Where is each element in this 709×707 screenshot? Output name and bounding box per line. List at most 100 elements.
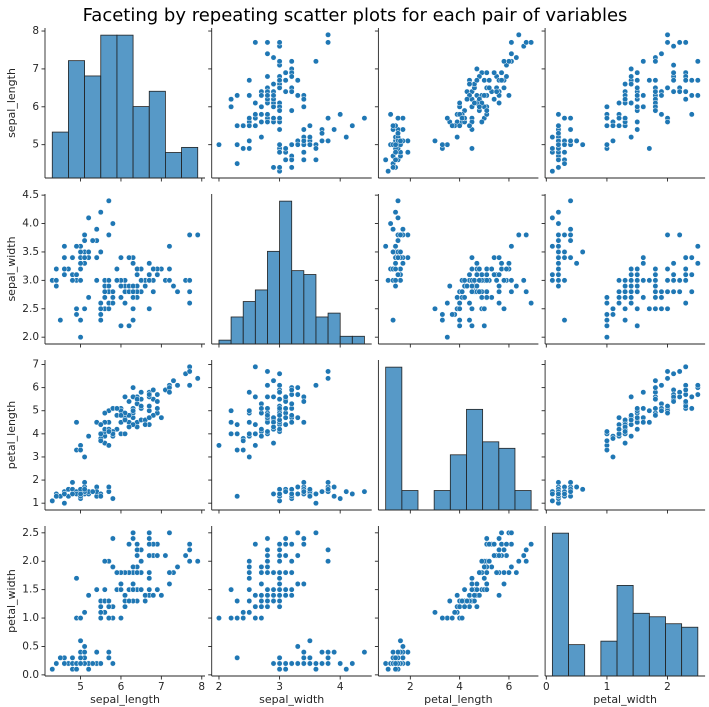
point (555, 260, 562, 267)
point (399, 115, 406, 122)
facet: 0 1 2 (543, 526, 706, 693)
point (306, 660, 313, 667)
point (276, 58, 283, 65)
point (392, 660, 399, 667)
point (134, 569, 141, 576)
point (343, 134, 350, 141)
point (603, 122, 610, 129)
point (142, 598, 149, 604)
point (77, 615, 84, 621)
point (399, 260, 406, 267)
point (288, 586, 295, 593)
point (508, 529, 515, 536)
point (337, 495, 344, 502)
point (501, 305, 507, 312)
point (488, 294, 495, 301)
point (246, 407, 253, 414)
point (146, 586, 153, 593)
point (493, 88, 500, 95)
point (126, 398, 132, 405)
point (634, 118, 641, 125)
point (349, 490, 356, 497)
point (234, 160, 241, 167)
point (312, 156, 319, 163)
point (682, 300, 689, 307)
point (439, 615, 446, 621)
point (676, 288, 683, 295)
point (234, 141, 241, 148)
point (264, 393, 271, 400)
point (194, 558, 201, 565)
point (505, 569, 512, 576)
point (325, 375, 332, 382)
point (616, 300, 622, 307)
point (258, 598, 265, 604)
point (270, 81, 277, 88)
point (300, 156, 307, 163)
point (634, 84, 641, 91)
point (646, 77, 653, 84)
point (276, 77, 283, 84)
point (101, 558, 108, 565)
point (682, 77, 689, 84)
point (73, 666, 80, 673)
point (488, 266, 495, 272)
point (652, 412, 659, 419)
point (456, 603, 463, 610)
point (634, 266, 641, 272)
hist-bar (514, 490, 532, 511)
point (282, 541, 289, 548)
point (258, 603, 265, 610)
point (130, 317, 137, 324)
point (258, 134, 265, 141)
point (513, 283, 520, 289)
point (276, 396, 283, 403)
point (300, 103, 307, 110)
point (628, 134, 635, 141)
point (186, 368, 193, 375)
point (573, 260, 580, 267)
point (240, 122, 247, 129)
point (395, 197, 401, 204)
point (404, 137, 411, 144)
point (312, 666, 319, 673)
hist-bar (498, 447, 516, 511)
point (252, 430, 259, 437)
hist-bar (482, 441, 500, 511)
x-tick-label: 7 (158, 681, 165, 693)
point (105, 277, 112, 284)
point (282, 421, 289, 428)
point (634, 77, 641, 84)
point (658, 294, 665, 301)
facet (208, 28, 372, 182)
point (49, 497, 56, 504)
point (312, 490, 319, 497)
point (561, 141, 568, 148)
point (264, 603, 271, 610)
point (109, 563, 116, 570)
point (404, 649, 411, 656)
point (130, 384, 137, 391)
point (300, 96, 307, 103)
point (670, 69, 677, 76)
point (622, 305, 629, 312)
point (392, 209, 399, 216)
point (361, 115, 368, 122)
point (567, 237, 574, 244)
point (449, 122, 456, 129)
point (515, 231, 522, 238)
point (252, 592, 259, 599)
point (270, 115, 277, 122)
point (694, 382, 701, 389)
point (252, 393, 259, 400)
point (276, 541, 283, 548)
point (628, 283, 635, 289)
point (496, 546, 503, 553)
point (130, 288, 137, 295)
point (466, 317, 473, 324)
point (270, 598, 277, 604)
point (664, 375, 671, 382)
point (392, 243, 399, 250)
point (634, 405, 641, 412)
y-tick-label: 7 (32, 359, 39, 371)
